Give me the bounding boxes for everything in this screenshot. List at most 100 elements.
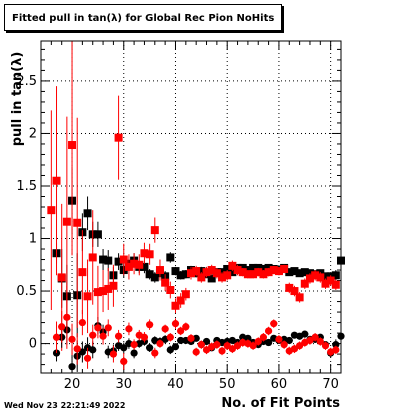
y-axis-label: pull in tan(λ): [10, 51, 25, 147]
data-point-square: [249, 270, 258, 279]
data-point-circle: [125, 325, 133, 333]
data-point-square: [109, 281, 118, 290]
data-point-square: [124, 262, 133, 271]
data-point-circle: [63, 313, 71, 321]
timestamp: Wed Nov 23 22:21:49 2022: [4, 401, 126, 410]
data-point-circle: [296, 342, 304, 350]
data-point-circle: [233, 342, 242, 350]
data-point-square: [140, 262, 149, 271]
data-point-circle: [321, 342, 330, 350]
data-point-square: [171, 267, 180, 276]
data-point-square: [145, 270, 154, 279]
data-point-square: [155, 266, 164, 275]
data-point-square: [233, 266, 242, 275]
plot-frame: [40, 40, 342, 374]
data-point-square: [295, 293, 304, 302]
data-point-square: [228, 268, 237, 277]
axis-ticks: 20 30 40 50 60 70 0 0.5 1 1.5 2 2.5: [16, 41, 342, 392]
data-point-square: [321, 272, 330, 281]
data-point-circle: [171, 320, 180, 328]
data-point-circle: [120, 344, 128, 352]
data-point-circle: [83, 354, 92, 362]
data-point-square: [192, 267, 201, 276]
data-point-square: [321, 279, 330, 288]
data-point-circle: [316, 337, 324, 346]
data-point-square: [150, 226, 159, 235]
data-point-square: [114, 257, 123, 266]
data-point-square: [300, 279, 309, 288]
data-point-circle: [280, 341, 288, 349]
data-point-square: [249, 263, 258, 272]
data-point-circle: [68, 335, 76, 343]
data-point-circle: [130, 341, 138, 349]
data-point-circle: [156, 339, 164, 348]
data-point-square: [269, 266, 278, 275]
data-point-square: [187, 269, 195, 278]
data-point-circle: [166, 346, 174, 354]
data-point-square: [264, 268, 273, 277]
y-tick-label: 1.5: [16, 179, 37, 194]
data-point-circle: [259, 333, 268, 341]
data-point-square: [285, 268, 294, 277]
data-point-square: [73, 218, 82, 227]
data-point-circle: [202, 337, 211, 346]
data-point-square: [104, 256, 113, 265]
data-point-circle: [78, 318, 86, 327]
data-point-square: [311, 271, 320, 280]
data-point-circle: [249, 342, 257, 350]
data-point-circle: [177, 336, 185, 345]
data-point-circle: [270, 320, 278, 328]
data-point-square: [52, 176, 61, 185]
data-point-circle: [73, 345, 81, 353]
x-tick-label: 70: [322, 377, 339, 392]
data-point-circle: [301, 330, 309, 338]
data-point-square: [150, 273, 159, 282]
data-point-square: [83, 292, 92, 301]
data-point-square: [290, 287, 299, 296]
data-points: [47, 41, 345, 373]
data-point-circle: [202, 346, 211, 354]
data-point-square: [83, 209, 92, 218]
grid: [41, 41, 341, 373]
data-point-circle: [332, 341, 340, 349]
data-point-square: [197, 273, 206, 282]
data-point-circle: [223, 342, 231, 350]
data-point-circle: [146, 344, 154, 352]
data-point-circle: [52, 333, 61, 341]
data-point-square: [223, 271, 232, 280]
data-point-square: [197, 267, 206, 276]
y-tick-label: 1: [29, 232, 37, 247]
data-point-square: [212, 269, 221, 278]
data-point-square: [305, 274, 314, 283]
x-tick-label: 40: [167, 377, 184, 392]
data-point-circle: [109, 350, 118, 358]
data-point-circle: [140, 333, 149, 341]
x-axis-label: No. of Fit Points: [221, 396, 340, 411]
data-point-circle: [89, 346, 97, 354]
data-point-square: [181, 290, 190, 299]
data-point-square: [316, 273, 325, 282]
data-point-square: [331, 271, 340, 280]
data-point-square: [326, 276, 335, 285]
data-point-square: [57, 273, 66, 282]
data-point-circle: [151, 349, 159, 357]
data-point-square: [259, 264, 268, 273]
data-point-square: [280, 264, 289, 273]
data-point-circle: [114, 332, 123, 340]
data-point-circle: [99, 332, 107, 340]
data-point-circle: [264, 327, 273, 335]
data-point-square: [290, 267, 299, 276]
data-point-circle: [182, 323, 190, 331]
chart-title: Fitted pull in tan(λ) for Global Rec Pio…: [4, 4, 282, 31]
data-point-square: [47, 206, 56, 215]
y-tick-label: 0.5: [16, 284, 37, 299]
data-point-square: [88, 253, 97, 262]
data-point-square: [176, 271, 185, 280]
data-point-circle: [130, 349, 138, 357]
data-point-square: [145, 250, 154, 259]
x-tick-label: 50: [219, 377, 236, 392]
x-tick-label: 30: [115, 377, 132, 392]
data-point-circle: [171, 343, 180, 351]
data-point-circle: [78, 348, 86, 356]
